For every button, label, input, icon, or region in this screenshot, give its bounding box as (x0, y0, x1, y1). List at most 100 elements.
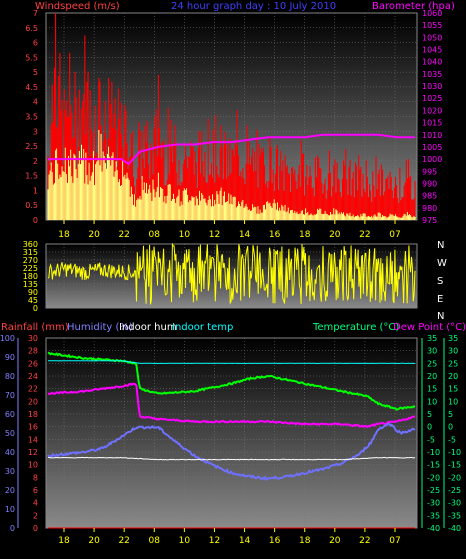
dewpoint-y-tick-label: -10 (448, 448, 461, 457)
wind-y-tick-label: 0 (33, 216, 38, 225)
wind-y-tick-label: 4 (33, 98, 38, 107)
barometer-y-tick-label: 1055 (422, 21, 442, 30)
temp-y-tick-label: -25 (427, 486, 440, 495)
rain-y-tick-label: 20 (28, 397, 38, 406)
rain-y-tick-label: 0 (33, 524, 38, 533)
x-tick-label: 22 (118, 536, 129, 546)
rain-y-tick-label: 8 (33, 473, 38, 482)
dewpoint-y-tick-label: -40 (448, 524, 461, 533)
barometer-y-tick-label: 995 (422, 167, 437, 176)
temp-y-ticks: 0246810121416182022242628300102030405060… (0, 334, 461, 533)
rain-y-tick-label: 30 (28, 334, 38, 343)
rain-y-tick-label: 6 (33, 486, 38, 495)
temp-y-tick-label: -10 (427, 448, 440, 457)
x-tick-label: 12 (209, 536, 220, 546)
x-tick-label: 20 (88, 230, 100, 240)
barometer-y-tick-label: 1020 (422, 106, 442, 115)
wind-y-tick-label: 7 (33, 9, 38, 18)
humidity-y-tick-label: 50 (5, 429, 15, 438)
barometer-y-tick-label: 1015 (422, 119, 442, 128)
compass-label: W (437, 258, 447, 269)
humidity-y-tick-label: 30 (5, 467, 15, 476)
humidity-y-tick-label: 0 (10, 524, 15, 533)
direction-y-tick-label: 315 (23, 248, 38, 257)
humidity-y-tick-label: 10 (5, 505, 15, 514)
x-tick-label: 22 (359, 536, 370, 546)
wind-series-group (47, 13, 416, 220)
barometer-line (48, 133, 415, 166)
x-tick-label: 22 (359, 230, 370, 240)
temp-plot-area (45, 337, 418, 529)
x-tick-label: 20 (329, 230, 341, 240)
barometer-y-tick-label: 980 (422, 204, 437, 213)
temp-y-tick-label: -30 (427, 499, 440, 508)
rain-y-tick-label: 28 (28, 347, 38, 356)
x-tick-label: 20 (88, 536, 100, 546)
barometer-y-tick-label: 1000 (422, 155, 442, 164)
wind-y-tick-label: 3 (33, 127, 38, 136)
x-tick-label: 18 (299, 536, 311, 546)
x-tick-label: 20 (329, 536, 341, 546)
barometer-y-tick-label: 975 (422, 216, 437, 225)
x-tick-label: 22 (118, 230, 129, 240)
temp-y-tick-label: 20 (427, 372, 437, 381)
rain-y-tick-label: 22 (28, 385, 38, 394)
barometer-y-tick-label: 1060 (422, 9, 442, 18)
temp-y-tick-label: -15 (427, 461, 440, 470)
barometer-y-tick-label: 1040 (422, 58, 442, 67)
wind-y-tick-label: 4.5 (25, 83, 38, 92)
indoor_hum-line (48, 456, 416, 461)
temp-y-tick-label: 25 (427, 359, 437, 368)
x-tick-label: 18 (299, 230, 311, 240)
direction-line (47, 242, 416, 305)
rain-y-tick-label: 26 (28, 359, 38, 368)
legend-indoor-temp: Indoor temp (172, 322, 233, 333)
temperature-axis-title: Temperature (°C) (312, 322, 399, 333)
direction-series-group (47, 242, 416, 305)
dewpoint-y-tick-label: -25 (448, 486, 461, 495)
wind-y-tick-label: 1 (33, 186, 38, 195)
temp-x-ticks: 18 20 22 08 10 12 14 16 18 20 22 07 (58, 528, 401, 546)
humidity-y-tick-label: 100 (0, 334, 15, 343)
direction-y-tick-label: 90 (28, 288, 38, 297)
barometer-y-tick-label: 1005 (422, 143, 442, 152)
barometer-y-tick-label: 985 (422, 192, 437, 201)
rain-y-tick-label: 10 (28, 461, 38, 470)
humidity-y-tick-label: 60 (5, 410, 15, 419)
rain-y-tick-label: 12 (28, 448, 38, 457)
x-tick-label: 16 (269, 536, 281, 546)
rain-y-tick-label: 14 (28, 435, 38, 444)
x-tick-label: 18 (58, 230, 70, 240)
legend-indoor-hum: Indoor hum (119, 322, 177, 333)
indoor_temp-line (48, 360, 415, 365)
wind-y-tick-label: 2.5 (25, 142, 38, 151)
wind-axis-title: Windspeed (m/s) (35, 1, 120, 12)
dewpoint-y-tick-label: 5 (448, 410, 453, 419)
x-tick-label: 18 (58, 536, 70, 546)
wind-y-tick-label: 5 (33, 68, 38, 77)
x-tick-label: 14 (239, 536, 251, 546)
barometer-y-ticks: 975 980 985 990 995 1000 1005 1010 1015 1020 1025 1… (422, 9, 442, 225)
x-tick-label: 12 (209, 230, 220, 240)
dewpoint-y-tick-label: 0 (448, 423, 453, 432)
temp-y-tick-label: 10 (427, 397, 437, 406)
dewpoint-y-tick-label: -20 (448, 473, 461, 482)
wind-x-ticks: 18 20 22 08 10 12 14 16 18 20 22 07 (58, 220, 401, 240)
x-tick-label: 08 (149, 230, 161, 240)
dewpoint-y-tick-label: 35 (448, 334, 458, 343)
direction-y-tick-label: 270 (23, 256, 38, 265)
temp-y-tick-label: 35 (427, 334, 437, 343)
legend-rainfall: Rainfall (mm) (1, 322, 69, 333)
temp-y-tick-label: 5 (427, 410, 432, 419)
dewpoint-line (47, 382, 416, 429)
dewpoint-y-tick-label: -30 (448, 499, 461, 508)
temp-y-tick-label: -40 (427, 524, 440, 533)
direction-y-tick-label: 135 (23, 280, 38, 289)
x-tick-label: 14 (239, 230, 251, 240)
compass-label: N (437, 240, 444, 251)
compass-label: S (437, 276, 443, 287)
temp-grid (46, 337, 417, 529)
direction-y-tick-label: 360 (23, 240, 38, 249)
